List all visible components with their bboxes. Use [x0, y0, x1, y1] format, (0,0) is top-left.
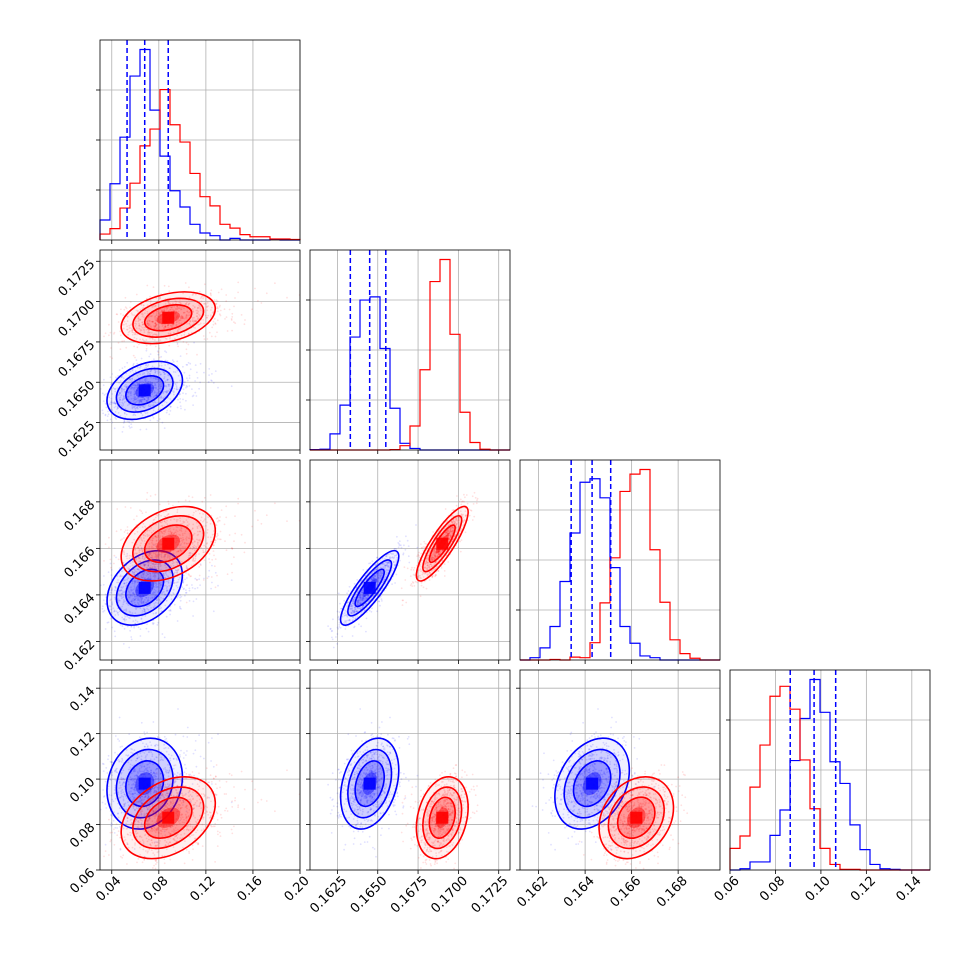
panel-0-1-frame: [99, 249, 301, 451]
x-tick-label-3-2: 0.10: [803, 874, 834, 905]
y-tick-label-3-0: 0.06: [67, 866, 98, 897]
x-tick-label-0-1: 0.08: [140, 874, 171, 905]
panel-0-1-peak-0: [138, 384, 151, 397]
hist-panel-2: [516, 459, 721, 664]
x-tick-label-1-0: 0.1625: [307, 874, 350, 917]
x-tick-label-3-0: 0.06: [712, 874, 743, 905]
y-tick-label-1-0: 0.1625: [56, 418, 99, 461]
y-tick-label-3-3: 0.12: [67, 729, 98, 760]
hist-panel-1: [306, 249, 511, 454]
panel-2-3-points-1: [574, 764, 689, 870]
scatter-panel-2-3: [516, 669, 721, 874]
hist-0-frame: [99, 39, 301, 241]
hist-1-frame: [309, 249, 511, 451]
y-tick-label-1-2: 0.1675: [56, 338, 99, 381]
y-tick-label-1-3: 0.1700: [56, 297, 99, 340]
panel-0-2-frame: [99, 459, 301, 661]
scatter-panel-0-3: [96, 669, 301, 874]
panel-0-3-plot-area: [100, 708, 300, 870]
panel-1-2-peak-0: [363, 581, 376, 594]
x-tick-label-3-1: 0.08: [757, 874, 788, 905]
panel-0-3-peak-0: [138, 777, 151, 790]
hist-0-series-1: [99, 88, 301, 241]
y-tick-label-2-1: 0.164: [61, 591, 98, 628]
x-tick-label-0-0: 0.04: [93, 874, 124, 905]
x-tick-label-2-2: 0.166: [607, 874, 644, 911]
panel-2-3-plot-area: [531, 708, 689, 870]
y-tick-label-3-1: 0.08: [67, 820, 98, 851]
y-tick-label-3-4: 0.14: [67, 684, 98, 715]
panel-0-1-peak-1: [162, 311, 175, 324]
x-tick-label-1-1: 0.1650: [348, 874, 391, 917]
x-tick-label-2-0: 0.162: [514, 874, 551, 911]
panel-1-3-peak-1: [436, 811, 449, 824]
y-tick-label-1-4: 0.1725: [56, 257, 99, 300]
hist-2-frame: [519, 459, 721, 661]
x-tick-label-0-4: 0.20: [282, 874, 313, 905]
y-tick-label-2-0: 0.162: [61, 637, 98, 674]
panel-0-3-frame: [99, 669, 301, 871]
panel-1-2-plot-area: [327, 491, 479, 649]
panel-2-3-frame: [519, 669, 721, 871]
hist-panel-3: [726, 669, 931, 874]
panel-0-2-plot-area: [100, 491, 300, 649]
panel-1-3-frame: [309, 669, 511, 871]
y-tick-label-2-2: 0.166: [61, 544, 98, 581]
hist-3-frame: [729, 669, 931, 871]
panel-0-3-peak-1: [162, 811, 175, 824]
x-tick-label-1-2: 0.1675: [388, 874, 431, 917]
y-tick-label-3-2: 0.10: [67, 775, 98, 806]
panel-1-2-peak-1: [436, 537, 449, 550]
panel-0-1-plot-area: [100, 281, 300, 433]
panel-0-3-points-1: [100, 764, 300, 870]
panel-2-3-peak-1: [630, 811, 643, 824]
x-tick-label-3-3: 0.12: [848, 874, 879, 905]
y-tick-label-2-3: 0.168: [61, 498, 98, 535]
scatter-panel-0-2: [96, 459, 301, 664]
x-tick-label-1-4: 0.1725: [469, 874, 512, 917]
scatter-panel-1-3: [306, 669, 511, 874]
panel-1-3-points-1: [400, 764, 479, 870]
x-tick-label-2-3: 0.168: [654, 874, 691, 911]
panel-1-3-plot-area: [327, 708, 479, 870]
panel-0-2-peak-1: [162, 537, 175, 550]
x-tick-label-1-3: 0.1700: [428, 874, 471, 917]
x-tick-label-0-2: 0.12: [188, 874, 219, 905]
panel-1-3-peak-0: [363, 777, 376, 790]
scatter-panel-0-1: [96, 249, 301, 454]
hist-panel-0: [96, 39, 301, 244]
scatter-panel-1-2: [306, 459, 511, 664]
panel-0-2-peak-0: [138, 581, 151, 594]
panel-1-2-frame: [309, 459, 511, 661]
x-tick-label-2-1: 0.164: [561, 874, 598, 911]
hist-0-series-0: [99, 48, 300, 241]
x-tick-label-3-4: 0.14: [893, 874, 924, 905]
panel-0-1-points-0: [100, 341, 233, 433]
panel-2-3-peak-0: [586, 777, 599, 790]
y-tick-label-1-1: 0.1650: [56, 378, 99, 421]
x-tick-label-0-3: 0.16: [235, 874, 266, 905]
hist-3-series-0: [730, 678, 930, 871]
